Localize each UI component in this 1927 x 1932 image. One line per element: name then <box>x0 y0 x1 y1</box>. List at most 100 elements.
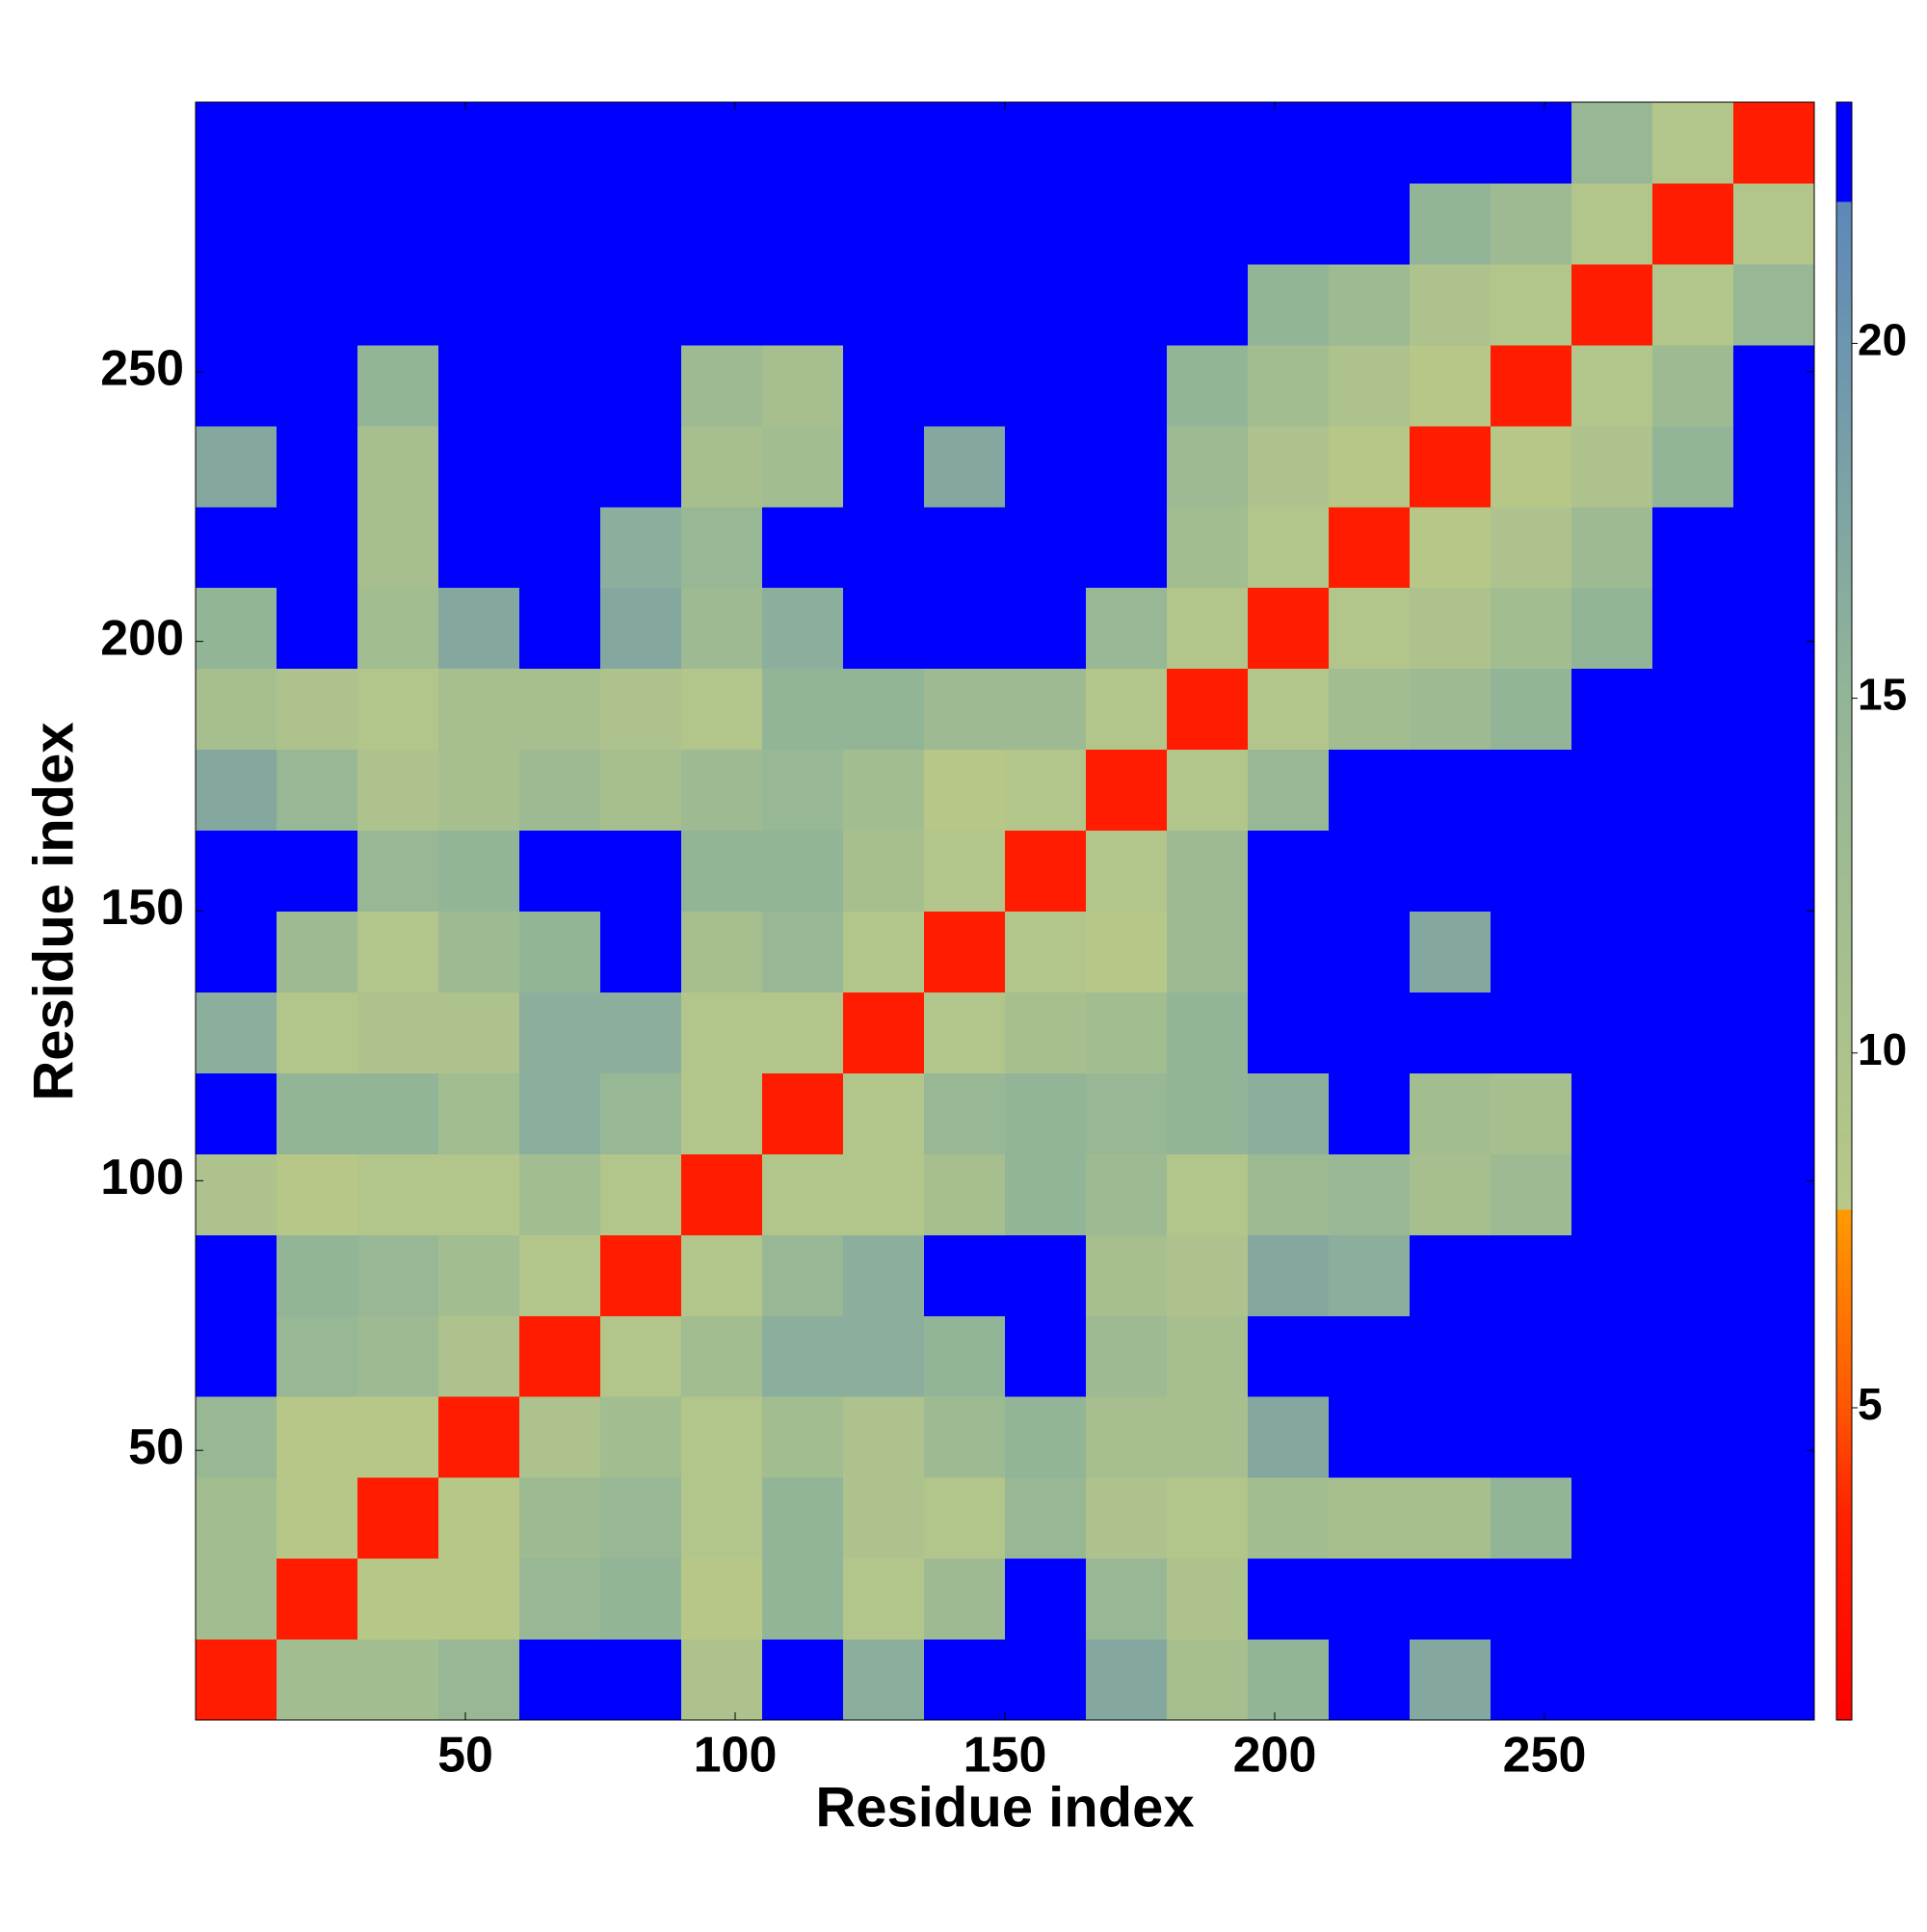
colorbar-band <box>1836 1499 1852 1508</box>
colorbar-band <box>1836 1173 1852 1181</box>
heatmap-cell <box>1733 344 1815 427</box>
heatmap-cell <box>1571 1153 1653 1235</box>
colorbar-band <box>1836 527 1852 536</box>
colorbar-tick-label: 20 <box>1858 315 1907 365</box>
colorbar-band <box>1836 826 1852 834</box>
colorbar-band <box>1836 1577 1852 1586</box>
heatmap-cell <box>357 344 439 427</box>
heatmap-cell <box>1167 587 1249 670</box>
colorbar-band <box>1836 662 1852 671</box>
heatmap-cell <box>762 1315 844 1397</box>
heatmap-cell <box>762 1072 844 1154</box>
heatmap-cell <box>1571 749 1653 832</box>
heatmap-cell <box>1086 587 1168 670</box>
heatmap-cell <box>1086 1477 1168 1559</box>
colorbar-band <box>1836 1031 1852 1040</box>
heatmap-cell <box>357 830 439 912</box>
heatmap-cell <box>1410 182 1491 265</box>
colorbar-band <box>1836 1102 1852 1111</box>
colorbar-band <box>1836 293 1852 302</box>
colorbar-band <box>1836 116 1852 124</box>
colorbar-band <box>1836 719 1852 728</box>
heatmap-cell <box>277 992 358 1073</box>
heatmap-cell <box>681 1315 763 1397</box>
colorbar-band <box>1836 506 1852 515</box>
colorbar-band <box>1836 1251 1852 1259</box>
heatmap-cell <box>1571 263 1653 346</box>
heatmap-cell <box>924 1234 1006 1316</box>
heatmap-cell <box>1652 911 1734 992</box>
y-axis-label: Residue index <box>22 722 85 1100</box>
colorbar-band <box>1836 1088 1852 1097</box>
colorbar-band <box>1836 676 1852 685</box>
heatmap-cell <box>1329 1639 1411 1721</box>
heatmap-cell <box>1005 102 1087 184</box>
heatmap-cell <box>924 1072 1006 1154</box>
colorbar-band <box>1836 1159 1852 1168</box>
colorbar-band <box>1836 421 1852 430</box>
heatmap-cell <box>1491 587 1572 670</box>
heatmap-cell <box>1491 911 1572 992</box>
heatmap-cell <box>1652 1639 1734 1721</box>
heatmap-cell <box>1329 1558 1411 1640</box>
colorbar-band <box>1836 875 1852 884</box>
colorbar-band <box>1836 1280 1852 1288</box>
heatmap-cell <box>1086 1315 1168 1397</box>
colorbar-band <box>1836 1514 1852 1522</box>
colorbar-band <box>1836 769 1852 778</box>
heatmap-cell <box>1329 749 1411 832</box>
heatmap-cell <box>1005 1477 1087 1559</box>
heatmap-cell <box>519 425 601 508</box>
heatmap-cell <box>1086 344 1168 427</box>
heatmap-cell <box>1652 830 1734 912</box>
heatmap-cell <box>438 344 520 427</box>
heatmap-cell <box>277 102 358 184</box>
heatmap-cell <box>196 1558 277 1640</box>
heatmap-cell <box>762 1639 844 1721</box>
heatmap-cell <box>1329 182 1411 265</box>
colorbar-band <box>1836 754 1852 763</box>
heatmap-cell <box>1410 1558 1491 1640</box>
heatmap-cell <box>1167 1315 1249 1397</box>
heatmap-cell <box>600 1315 682 1397</box>
heatmap-cell <box>1733 587 1815 670</box>
heatmap-cell <box>1248 263 1330 346</box>
heatmap-cell <box>1005 1072 1087 1154</box>
heatmap-cell <box>357 1234 439 1316</box>
heatmap-cell <box>1005 1153 1087 1235</box>
heatmap-cell <box>277 830 358 912</box>
colorbar-band <box>1836 939 1852 947</box>
heatmap-cell <box>1248 425 1330 508</box>
heatmap-cell <box>1571 1072 1653 1154</box>
heatmap-cell <box>1733 749 1815 832</box>
heatmap-cell <box>438 1072 520 1154</box>
heatmap-cell <box>1005 911 1087 992</box>
heatmap-cell <box>277 1558 358 1640</box>
colorbar-band <box>1836 322 1852 331</box>
heatmap-cell <box>1571 1558 1653 1640</box>
heatmap-cell <box>438 911 520 992</box>
colorbar-band <box>1836 1521 1852 1529</box>
heatmap-cell <box>1086 506 1168 589</box>
heatmap-cell <box>843 1072 925 1154</box>
heatmap-cell <box>1652 1396 1734 1478</box>
heatmap-cell <box>277 1234 358 1316</box>
colorbar-band <box>1836 1187 1852 1196</box>
heatmap-cell <box>1329 102 1411 184</box>
heatmap-cell <box>1086 1396 1168 1478</box>
heatmap-cell <box>843 668 925 751</box>
colorbar-band <box>1836 180 1852 188</box>
x-axis-label: Residue index <box>815 1776 1194 1839</box>
heatmap-cell <box>762 263 844 346</box>
heatmap-cell <box>1652 506 1734 589</box>
heatmap-cell <box>196 587 277 670</box>
heatmap-cell <box>1652 1072 1734 1154</box>
heatmap-cell <box>1652 344 1734 427</box>
colorbar-band <box>1836 811 1852 820</box>
heatmap-cell <box>843 1639 925 1721</box>
heatmap-cell <box>277 1315 358 1397</box>
heatmap-cell <box>1491 1396 1572 1478</box>
heatmap-cell <box>1167 263 1249 346</box>
heatmap-cell <box>762 668 844 751</box>
heatmap-cell <box>519 668 601 751</box>
